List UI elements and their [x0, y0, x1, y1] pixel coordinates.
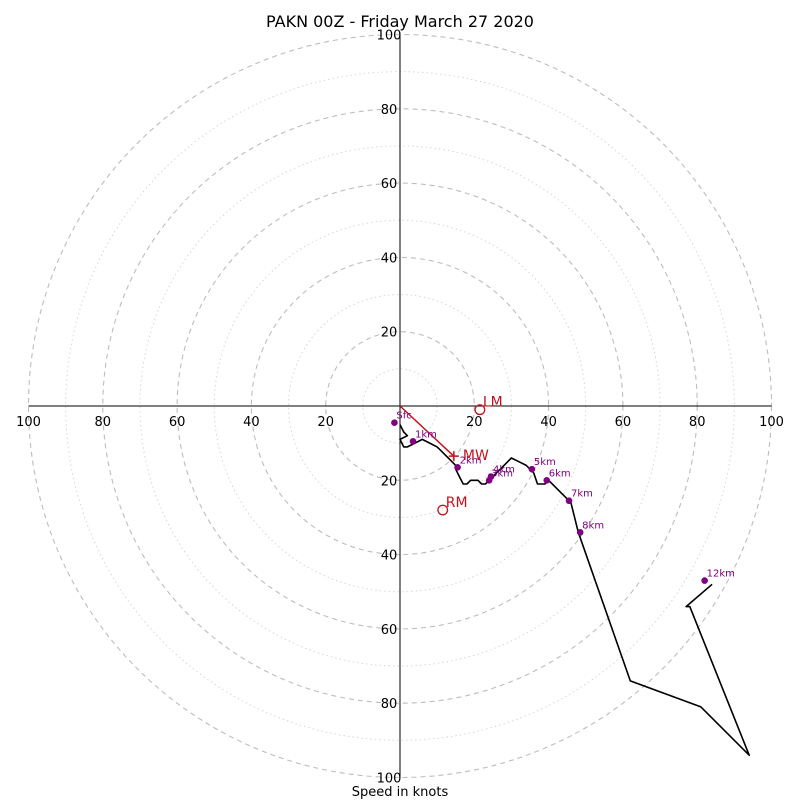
mw-marker [448, 451, 459, 462]
y-tick-label: 80 [381, 697, 398, 712]
x-tick-label: 40 [243, 415, 260, 430]
lm-label: LM [483, 395, 503, 411]
x-tick-label: 60 [169, 415, 186, 430]
x-tick-label: 100 [16, 415, 41, 430]
x-tick-label: 80 [689, 415, 706, 430]
height-marker-6km [543, 477, 551, 484]
height-marker-5km [528, 465, 536, 473]
x-tick-label: 20 [466, 415, 483, 430]
height-label-12km: 12km [707, 569, 735, 580]
height-label-1km: 1km [415, 429, 437, 440]
y-tick-label: 20 [381, 326, 398, 341]
height-marker-12km [701, 577, 708, 584]
height-marker-2km [454, 463, 461, 471]
height-marker-4km [487, 473, 495, 480]
height-label-2km: 2km [460, 455, 482, 466]
height-label-7km: 7km [571, 489, 593, 500]
height-marker-7km [565, 497, 573, 505]
height-label-5km: 5km [534, 457, 556, 468]
x-tick-label: 40 [540, 415, 557, 430]
hodograph-trace-layer [399, 424, 751, 757]
y-tick-label: 40 [381, 549, 398, 564]
storm-motion-markers: LM RM MW [437, 395, 503, 516]
height-label-sfc: Sfc [396, 411, 411, 422]
mw-label: MW [463, 448, 489, 464]
height-marker-8km [576, 529, 584, 536]
y-tick-label: 100 [377, 772, 402, 787]
height-marker-1km [409, 437, 417, 445]
rm-label: RM [446, 495, 468, 511]
mean-wind-line [399, 405, 455, 457]
y-tick-label: 20 [381, 474, 398, 489]
y-tick-label: 40 [381, 251, 398, 266]
x-tick-label: 20 [317, 415, 334, 430]
mean-wind-line-layer [399, 405, 455, 457]
chart-title: PAKN 00Z - Friday March 27 2020 [266, 12, 534, 31]
height-label-3km: 3km [491, 468, 513, 479]
height-marker-sfc [391, 419, 398, 427]
x-axis-label: Speed in knots [352, 785, 449, 800]
tick-labels: 100 80 60 40 20 20 40 60 80 100 100 80 60 40 20 20 40 60 8… [16, 29, 784, 787]
hodograph-trace [399, 424, 751, 757]
y-tick-label: 100 [377, 29, 402, 44]
y-tick-label: 80 [381, 103, 398, 118]
height-label-6km: 6km [549, 468, 571, 479]
x-tick-label: 60 [615, 415, 632, 430]
rm-marker [437, 504, 449, 516]
x-tick-label: 100 [759, 415, 784, 430]
height-label-4km: 4km [493, 465, 515, 476]
height-label-8km: 8km [582, 520, 604, 531]
y-tick-label: 60 [381, 177, 398, 192]
lm-marker [474, 404, 486, 416]
y-tick-label: 60 [381, 623, 398, 638]
x-tick-label: 80 [95, 415, 112, 430]
